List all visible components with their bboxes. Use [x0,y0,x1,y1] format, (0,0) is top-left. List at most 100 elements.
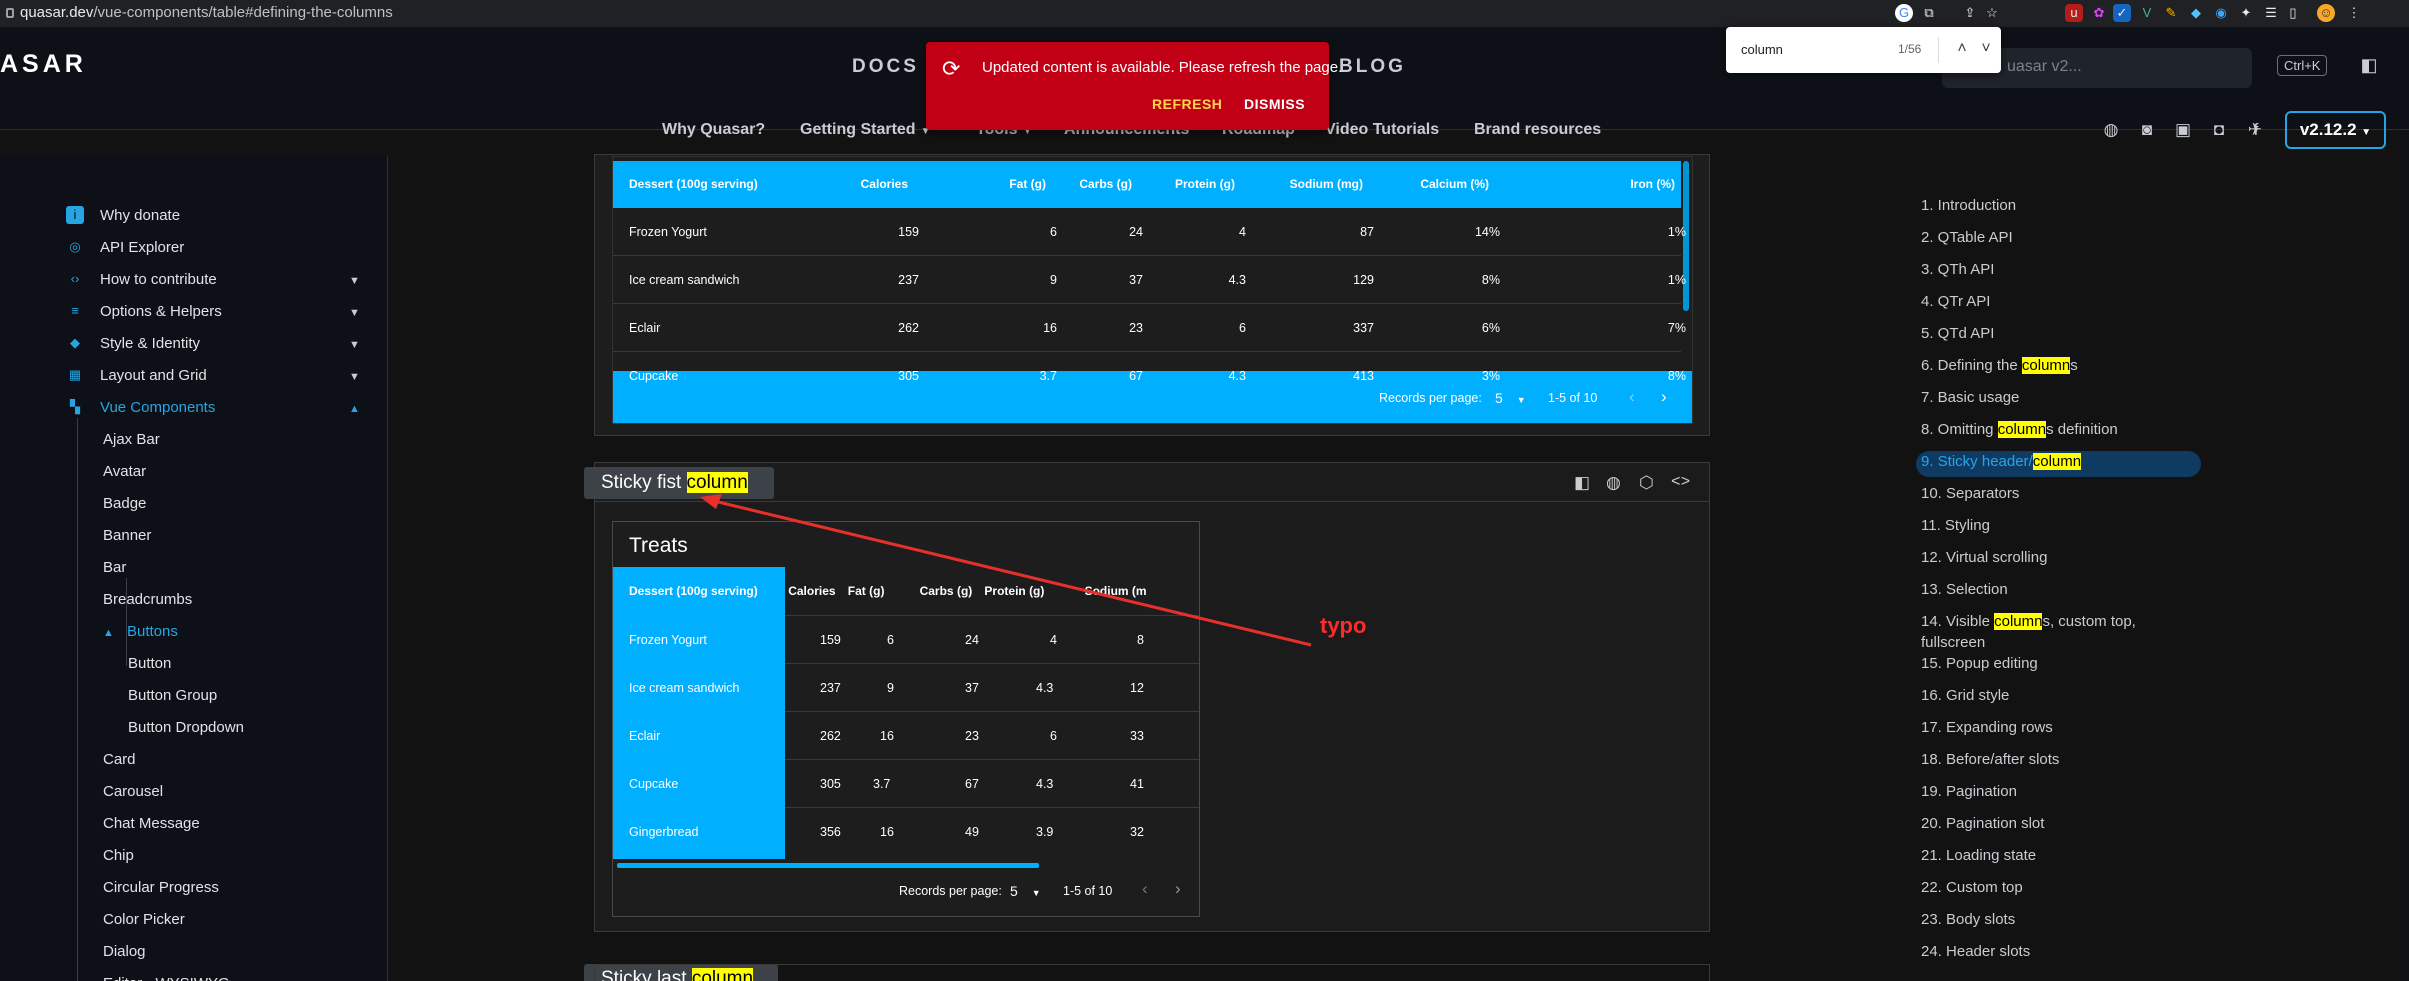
url-text[interactable]: quasar.dev/vue-components/table#defining… [20,4,393,21]
toc-item[interactable]: 2. QTable API [1921,229,2013,246]
sidebar-item-api-explorer[interactable]: ◎ API Explorer [66,238,366,262]
layout-icon[interactable]: ◧ [1574,473,1591,492]
sidebar-item-options-helpers[interactable]: ≡ Options & Helpers ▼ [66,302,366,326]
page-scrollbar[interactable] [2401,130,2409,981]
sidebar-item-chat-message[interactable]: Chat Message [103,815,200,832]
browser-menu-icon[interactable]: ⋮ [2347,5,2361,20]
chevron-up-icon[interactable]: ▲ [349,403,360,415]
toc-item[interactable]: 19. Pagination [1921,783,2017,800]
sidebar-item-circular-progress[interactable]: Circular Progress [103,879,219,896]
toc-item[interactable]: 21. Loading state [1921,847,2036,864]
extension-vue-icon[interactable]: V [2142,5,2152,20]
column-header[interactable]: Fat (g) [847,584,885,598]
toc-item[interactable]: 7. Basic usage [1921,389,2019,406]
sidebar-item-avatar[interactable]: Avatar [103,463,147,480]
forum-icon[interactable]: ▣ [2174,120,2192,139]
column-header[interactable]: Protein (g) [984,584,1045,598]
sidebar-item-chip[interactable]: Chip [103,847,134,864]
vertical-scrollbar[interactable] [1683,161,1689,311]
toc-item[interactable]: 23. Body slots [1921,911,2015,928]
horizontal-scrollbar[interactable] [617,863,1039,868]
toc-item[interactable]: 20. Pagination slot [1921,815,2044,832]
twitter-icon[interactable]: ✈ [2247,120,2263,139]
find-input[interactable]: column [1741,42,1783,57]
star-icon[interactable]: ☆ [1986,5,1998,20]
sidebar-item-badge[interactable]: Badge [103,495,147,512]
column-header[interactable]: Carbs (g) [919,584,973,598]
column-header[interactable]: Carbs (g) [1079,177,1132,191]
nav-blog[interactable]: BLOG [1339,56,1406,77]
subnav-why-quasar[interactable]: Why Quasar? [662,121,766,138]
subnav-brand-resources[interactable]: Brand resources [1474,121,1602,138]
discord-icon[interactable]: ◙ [2141,120,2153,139]
sidebar-item-why-donate[interactable]: i Why donate [66,206,366,230]
sidebar-item-color-picker[interactable]: Color Picker [103,911,185,928]
toc-item[interactable]: 18. Before/after slots [1921,751,2059,768]
sidebar-item-button-group[interactable]: Button Group [128,687,218,704]
reading-list-icon[interactable]: ☰ [2265,5,2277,20]
version-selector[interactable]: v2.12.2 ▼ [2285,111,2386,149]
sidebar-item-buttons[interactable]: Buttons [127,623,178,640]
column-header[interactable]: Dessert (100g serving) [629,177,758,191]
google-icon[interactable]: G [1895,4,1913,22]
toc-item[interactable]: 3. QTh API [1921,261,1994,278]
sidebar-item-ajax-bar[interactable]: Ajax Bar [103,431,160,448]
toc-item[interactable]: fullscreen [1921,634,1985,651]
quasar-logo[interactable]: ASAR [0,50,87,78]
prev-page-icon[interactable]: ‹ [1629,387,1635,406]
column-header[interactable]: Sodium (mg) [1289,177,1363,191]
sidebar-item-style-identity[interactable]: ◆ Style & Identity ▼ [66,334,366,358]
toc-item[interactable]: 1. Introduction [1921,197,2016,214]
nav-docs[interactable]: DOCS [852,56,919,77]
extension-check-icon[interactable]: ✓ [2113,4,2131,22]
side-panel-icon[interactable]: ▯ [2289,5,2297,20]
refresh-button[interactable]: REFRESH [1152,96,1223,112]
sidebar-item-editor-wysiwyg[interactable]: Editor - WYSIWYG [103,975,230,981]
view-source-icon[interactable]: <> [1671,473,1691,491]
github-icon[interactable]: ◍ [2103,120,2119,139]
column-header[interactable]: Calcium (%) [1420,177,1489,191]
sidebar-item-card[interactable]: Card [103,751,136,768]
sidebar-item-bar[interactable]: Bar [103,559,127,576]
sidebar-item-carousel[interactable]: Carousel [103,783,164,800]
toc-item[interactable]: 15. Popup editing [1921,655,2038,672]
chevron-down-icon[interactable]: ▼ [349,339,360,351]
column-header[interactable]: Protein (g) [1175,177,1235,191]
chat-icon[interactable]: ◘ [2213,120,2225,139]
sidebar-item-how-to-contribute[interactable]: ‹› How to contribute ▼ [66,270,366,294]
install-icon[interactable]: ⧉ [1924,5,1934,20]
toc-item[interactable]: 6. Defining the columns [1921,357,2078,374]
share-icon[interactable]: ⇪ [1964,5,1976,20]
toc-item[interactable]: 8. Omitting columns definition [1921,421,2118,438]
toc-item[interactable]: 4. QTr API [1921,293,1990,310]
toc-item[interactable]: 17. Expanding rows [1921,719,2053,736]
toc-item[interactable]: 12. Virtual scrolling [1921,549,2047,566]
records-per-page-select[interactable]: 5 ▼ [1010,883,1041,899]
column-header[interactable]: Calories [788,584,836,598]
next-page-icon[interactable]: › [1175,879,1181,898]
theme-toggle-icon[interactable]: ◧ [2360,55,2378,75]
next-page-icon[interactable]: › [1661,387,1667,406]
extension-drop-icon[interactable]: ◆ [2191,5,2201,20]
chevron-down-icon[interactable]: ▼ [349,275,360,287]
toc-item[interactable]: 10. Separators [1921,485,2019,502]
extension-ublock-icon[interactable]: u [2065,4,2083,22]
chevron-up-icon[interactable]: ▲ [103,627,114,639]
github-icon[interactable]: ◍ [1606,473,1621,492]
extension-blue-icon[interactable]: ◉ [2215,5,2227,20]
chevron-down-icon[interactable]: ▼ [349,307,360,319]
dismiss-button[interactable]: DISMISS [1244,96,1306,112]
column-header[interactable]: Iron (%) [1630,177,1675,191]
column-header[interactable]: Dessert (100g serving) [629,584,758,598]
prev-page-icon[interactable]: ‹ [1142,879,1148,898]
toc-item[interactable]: 16. Grid style [1921,687,2009,704]
codepen-icon[interactable]: ⬡ [1639,473,1654,492]
records-per-page-select[interactable]: 5 ▼ [1495,390,1526,406]
sidebar-item-banner[interactable]: Banner [103,527,152,544]
toc-item[interactable]: 9. Sticky header/column [1921,453,2082,470]
subnav-video-tutorials[interactable]: Video Tutorials [1325,121,1440,138]
chevron-down-icon[interactable]: ▼ [349,371,360,383]
toc-item[interactable]: 5. QTd API [1921,325,1994,342]
toc-item[interactable]: 11. Styling [1921,517,1990,534]
find-next-icon[interactable]: ˅ [1981,40,1991,57]
